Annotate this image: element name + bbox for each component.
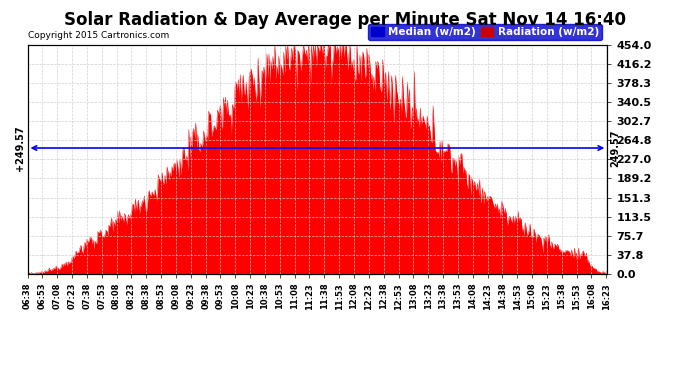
Text: Copyright 2015 Cartronics.com: Copyright 2015 Cartronics.com <box>28 31 169 40</box>
Text: 249.57: 249.57 <box>610 129 620 167</box>
Text: +249.57: +249.57 <box>14 125 25 171</box>
Legend: Median (w/m2), Radiation (w/m2): Median (w/m2), Radiation (w/m2) <box>368 24 602 40</box>
Text: Solar Radiation & Day Average per Minute Sat Nov 14 16:40: Solar Radiation & Day Average per Minute… <box>64 11 626 29</box>
